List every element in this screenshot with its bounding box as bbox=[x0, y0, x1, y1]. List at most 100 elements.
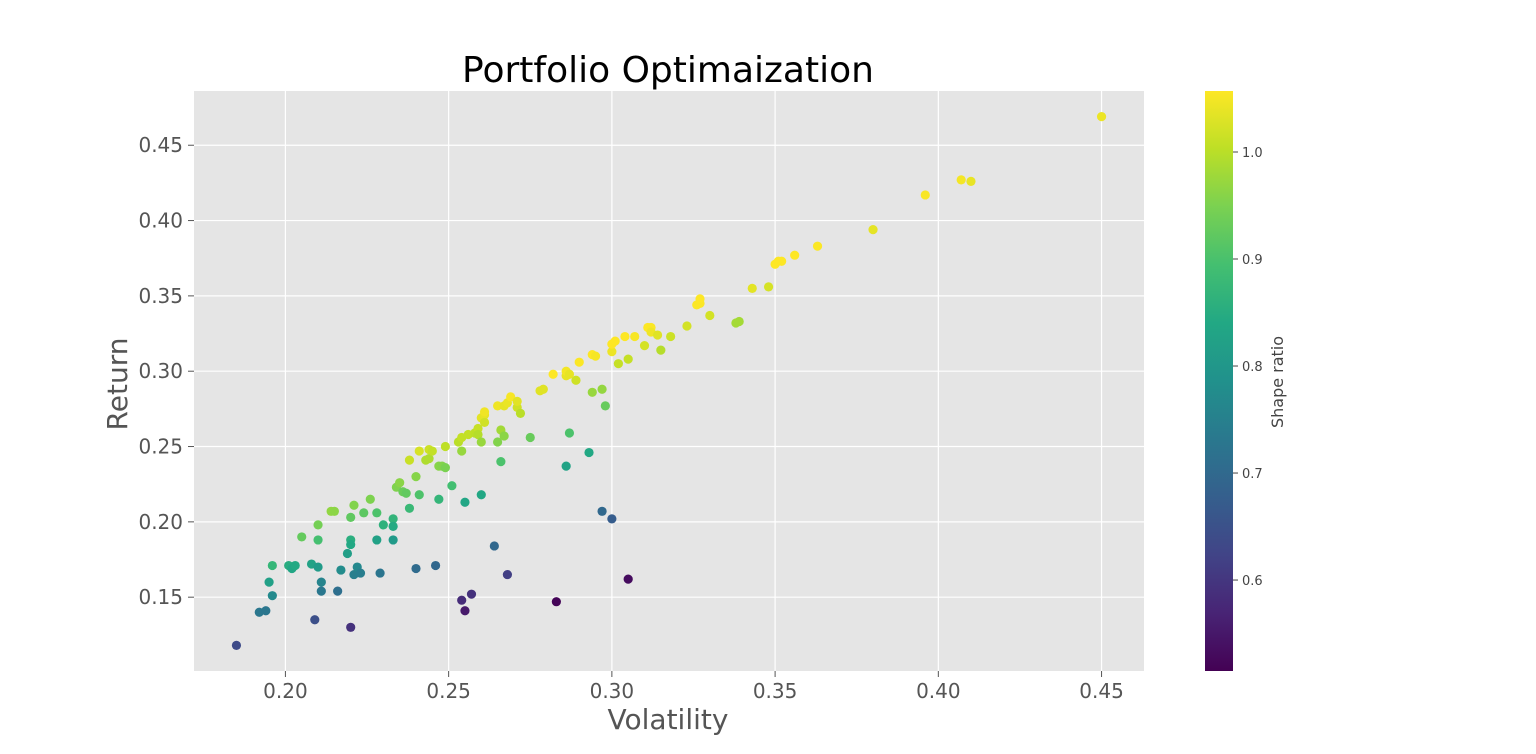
scatter-point bbox=[388, 514, 398, 524]
scatter-point bbox=[956, 175, 966, 185]
x-tick-label: 0.35 bbox=[753, 679, 798, 703]
scatter-point bbox=[496, 456, 506, 467]
scatter-point bbox=[460, 497, 470, 507]
colorbar-tick-label: 0.6 bbox=[1242, 574, 1263, 589]
scatter-point bbox=[623, 354, 633, 364]
x-axis-label: Volatility bbox=[608, 703, 729, 736]
scatter-point bbox=[267, 591, 277, 601]
scatter-point bbox=[359, 508, 369, 518]
scatter-point bbox=[316, 577, 326, 587]
scatter-point bbox=[571, 375, 581, 385]
scatter-point bbox=[395, 478, 405, 488]
scatter-point bbox=[310, 615, 320, 625]
y-tick-label: 0.45 bbox=[138, 133, 183, 157]
scatter-point bbox=[564, 369, 575, 379]
scatter-point bbox=[538, 384, 548, 394]
scatter-point bbox=[597, 384, 607, 394]
scatter-point bbox=[600, 401, 610, 411]
scatter-point bbox=[587, 387, 597, 397]
scatter-point bbox=[966, 176, 976, 186]
chart-title: Portfolio Optimaization bbox=[462, 50, 874, 91]
scatter-point bbox=[506, 392, 516, 402]
scatter-point bbox=[790, 250, 800, 260]
x-tick-label: 0.30 bbox=[590, 679, 635, 703]
scatter-point bbox=[777, 256, 787, 266]
scatter-point bbox=[313, 562, 323, 572]
scatter-point bbox=[479, 407, 490, 417]
scatter-point bbox=[584, 447, 594, 458]
scatter-point bbox=[812, 241, 823, 251]
scatter-point bbox=[372, 508, 382, 518]
scatter-point bbox=[346, 622, 356, 632]
scatter-point bbox=[375, 568, 385, 578]
scatter-point bbox=[411, 563, 421, 574]
colorbar-tick-label: 0.8 bbox=[1242, 360, 1263, 375]
scatter-point bbox=[747, 283, 757, 293]
y-axis-label: Return bbox=[101, 338, 134, 431]
scatter-point bbox=[920, 190, 930, 200]
scatter-point bbox=[763, 282, 774, 292]
x-tick-label: 0.45 bbox=[1079, 679, 1124, 703]
scatter-point bbox=[705, 310, 715, 321]
scatter-point bbox=[290, 560, 300, 571]
scatter-point bbox=[457, 446, 467, 456]
scatter-point bbox=[607, 347, 617, 357]
scatter-point bbox=[652, 330, 663, 340]
scatter-point bbox=[388, 535, 398, 545]
scatter-point bbox=[610, 336, 620, 346]
scatter-point bbox=[548, 369, 558, 379]
scatter-point bbox=[313, 535, 323, 545]
scatter-point bbox=[597, 506, 607, 516]
plot-area bbox=[194, 91, 1144, 671]
x-axis-ticks: 0.20 0.25 0.30 0.35 0.40 0.45 bbox=[263, 671, 1124, 703]
scatter-point bbox=[231, 640, 242, 650]
scatter-point bbox=[525, 432, 535, 443]
scatter-point bbox=[561, 461, 571, 471]
scatter-point bbox=[466, 589, 477, 599]
scatter-point bbox=[336, 565, 346, 575]
scatter-point bbox=[297, 532, 307, 542]
scatter-point bbox=[656, 345, 666, 355]
scatter-point bbox=[346, 539, 356, 550]
scatter-point bbox=[489, 541, 499, 551]
colorbar-ticks: 0.6 0.7 0.8 0.9 1.0 bbox=[1233, 146, 1263, 589]
y-tick-label: 0.25 bbox=[138, 435, 183, 459]
scatter-point bbox=[564, 428, 575, 438]
scatter-point bbox=[499, 431, 509, 441]
scatter-point bbox=[682, 321, 692, 331]
scatter-point bbox=[434, 494, 444, 504]
scatter-point bbox=[734, 316, 744, 327]
x-tick-label: 0.20 bbox=[263, 679, 308, 703]
scatter-point bbox=[473, 429, 483, 440]
scatter-point bbox=[613, 359, 623, 369]
scatter-point bbox=[355, 568, 366, 578]
scatter-point bbox=[411, 472, 421, 482]
scatter-point bbox=[414, 446, 424, 456]
scatter-point bbox=[623, 574, 633, 584]
scatter-point bbox=[639, 340, 650, 351]
y-tick-label: 0.20 bbox=[138, 510, 183, 534]
scatter-point bbox=[447, 481, 457, 491]
scatter-point bbox=[460, 606, 470, 616]
scatter-point bbox=[607, 514, 617, 524]
scatter-point bbox=[479, 417, 490, 428]
colorbar-label: Shape ratio bbox=[1268, 336, 1287, 428]
y-tick-label: 0.30 bbox=[138, 359, 183, 383]
scatter-point bbox=[346, 512, 356, 522]
scatter-point bbox=[313, 520, 323, 530]
scatter-point bbox=[493, 437, 503, 447]
scatter-point bbox=[476, 490, 486, 500]
x-tick-label: 0.25 bbox=[426, 679, 471, 703]
scatter-point bbox=[427, 446, 437, 456]
scatter-point bbox=[349, 500, 359, 510]
colorbar-tick-label: 0.9 bbox=[1242, 253, 1263, 268]
scatter-point bbox=[551, 597, 561, 607]
scatter-point bbox=[378, 520, 388, 530]
scatter-point bbox=[574, 357, 584, 367]
scatter-point bbox=[430, 560, 441, 571]
scatter-point bbox=[502, 569, 513, 580]
scatter-point bbox=[590, 351, 601, 361]
scatter-point bbox=[267, 560, 277, 571]
scatter-point bbox=[440, 441, 450, 452]
